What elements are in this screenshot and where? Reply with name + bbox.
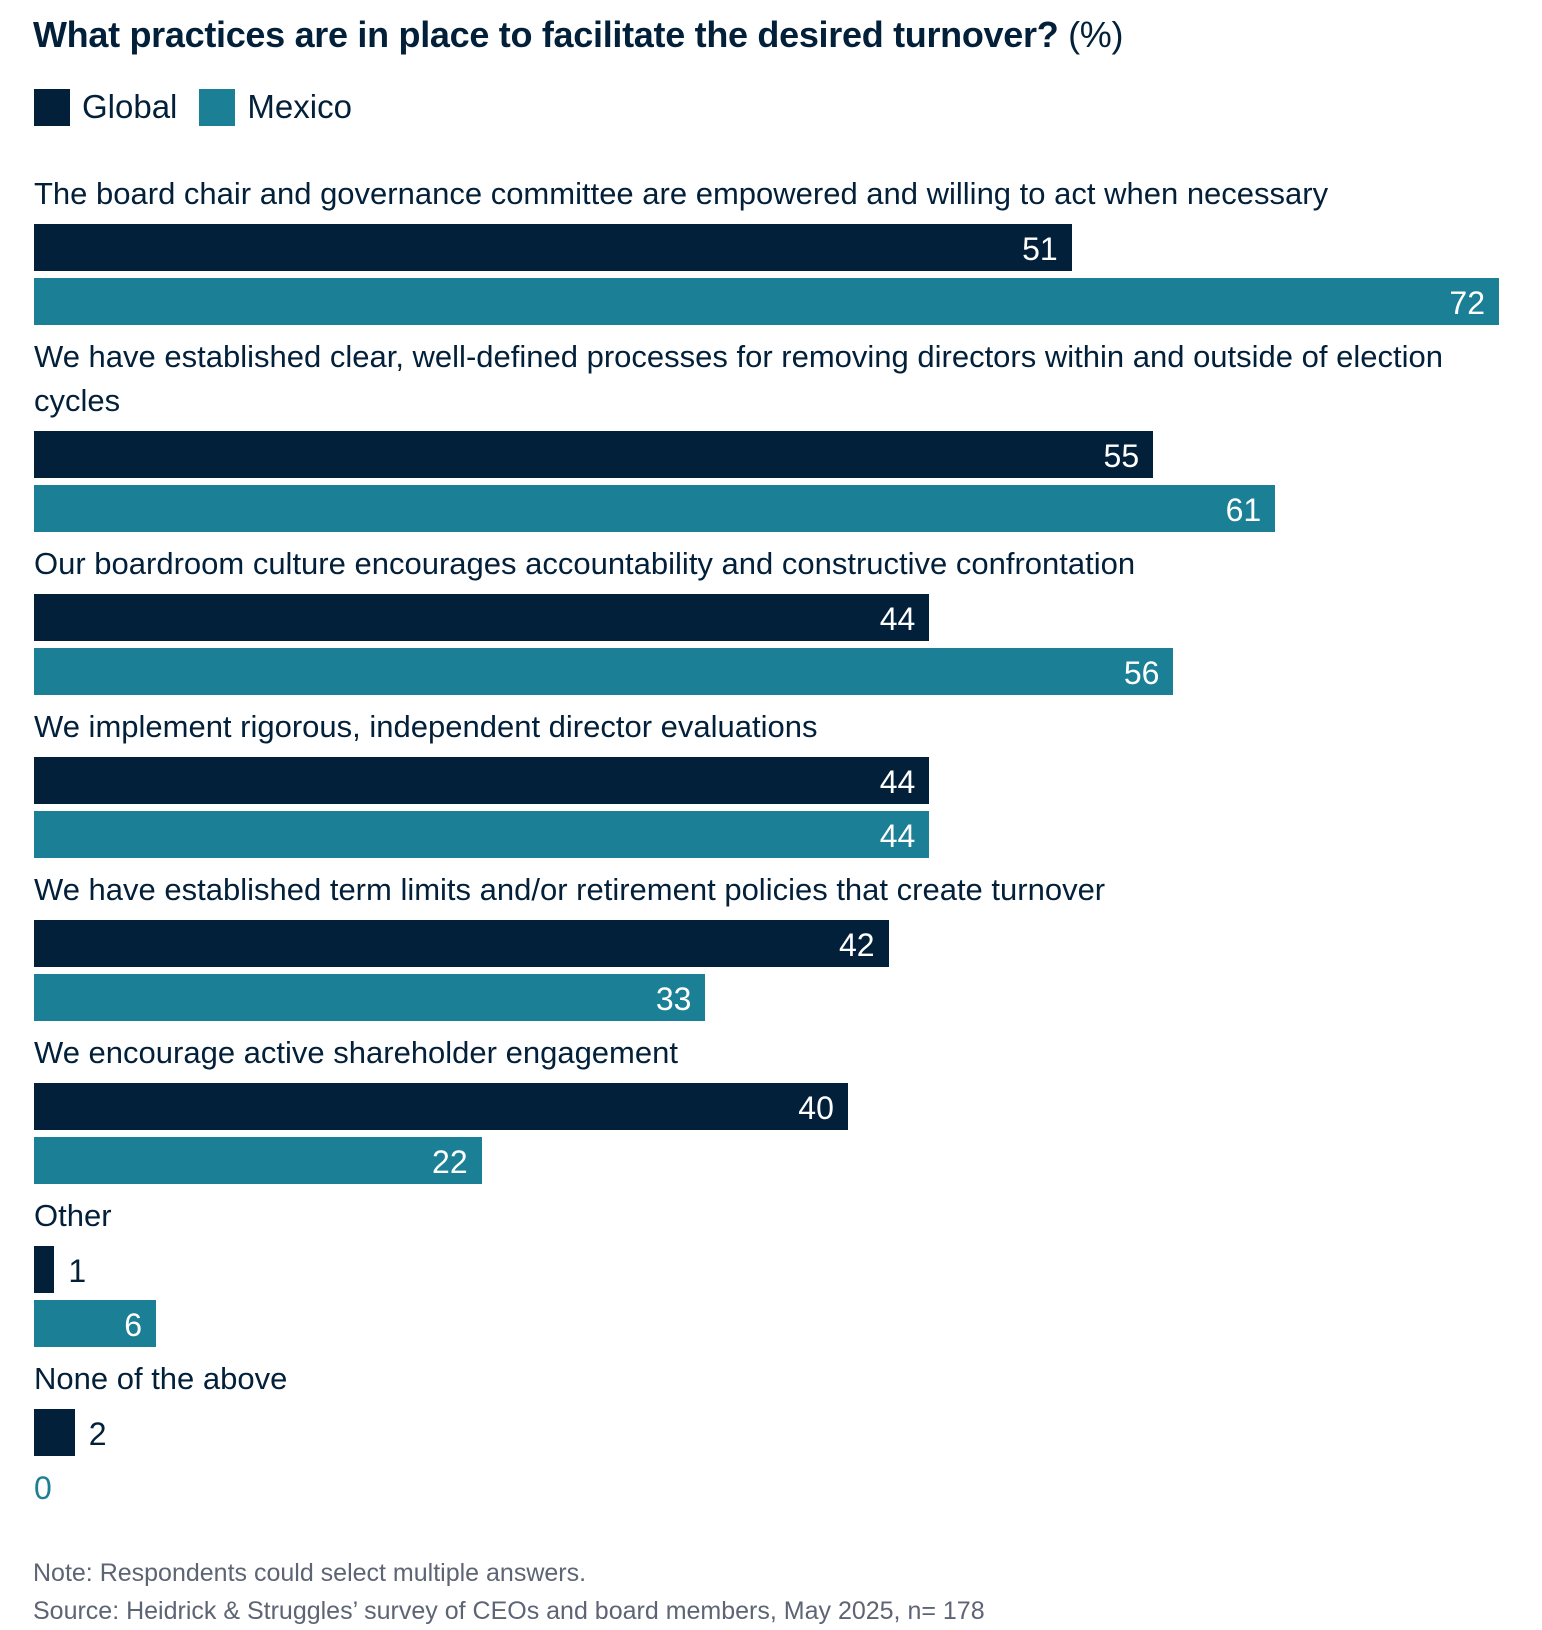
legend-swatch-mexico (199, 88, 236, 126)
bar-row-mexico: 72 (34, 278, 1524, 325)
bar-global (34, 920, 889, 967)
category-group: The board chair and governance committee… (34, 172, 1524, 325)
data-label-global: 40 (798, 1090, 834, 1126)
bar-row-global: 40 (34, 1083, 1524, 1130)
data-label-mexico: 72 (1449, 285, 1485, 321)
category-group: We implement rigorous, independent direc… (34, 705, 1524, 858)
legend: Global Mexico (34, 88, 374, 126)
data-label-global: 2 (88, 1416, 107, 1452)
bar-pair: 55 61 (34, 431, 1524, 532)
bar-global (34, 757, 930, 804)
bar-global (34, 431, 1154, 478)
bar-global (34, 1083, 848, 1130)
category-label: We have established clear, well-defined … (34, 339, 1443, 418)
footer-source: Source: Heidrick & Struggles’ survey of … (33, 1597, 985, 1625)
bar-global (34, 594, 930, 641)
legend-item-mexico: Mexico (199, 88, 352, 126)
bar-mexico (34, 1300, 157, 1347)
bar-mexico (34, 485, 1276, 532)
bar-pair: 40 22 (34, 1083, 1524, 1184)
bar-pair: 51 72 (34, 224, 1524, 325)
bar-mexico (34, 1137, 482, 1184)
legend-swatch-global (34, 88, 70, 126)
bar-row-mexico: 6 (34, 1300, 1524, 1347)
category-group: Our boardroom culture encourages account… (34, 542, 1524, 695)
bar-mexico (34, 648, 1174, 695)
data-label-mexico: 6 (124, 1307, 143, 1343)
bar-mexico (34, 811, 930, 858)
bar-row-global: 55 (34, 431, 1524, 478)
data-label-global: 55 (1103, 438, 1140, 474)
category-group: We encourage active shareholder engageme… (34, 1031, 1524, 1184)
bar-row-mexico: 61 (34, 485, 1524, 532)
bar-row-mexico: 22 (34, 1137, 1524, 1184)
category-label: The board chair and governance committee… (34, 176, 1329, 211)
bar-mexico (34, 278, 1499, 325)
footer: Note: Respondents could select multiple … (33, 1554, 985, 1630)
data-label-mexico: 44 (879, 818, 916, 854)
data-label-mexico: 56 (1123, 655, 1160, 691)
data-label-global: 42 (839, 927, 875, 963)
legend-label-global: Global (82, 88, 178, 125)
data-label-mexico: 0 (34, 1470, 52, 1506)
category-label: We have established term limits and/or r… (34, 872, 1106, 907)
bar-pair: 44 44 (34, 757, 1524, 858)
bar-row-global: 44 (34, 594, 1524, 641)
footer-note: Note: Respondents could select multiple … (33, 1559, 587, 1587)
bar-mexico (34, 974, 706, 1021)
category-label: None of the above (34, 1361, 288, 1396)
data-label-global: 1 (68, 1253, 87, 1289)
category-group: We have established term limits and/or r… (34, 868, 1524, 1021)
data-label-mexico: 22 (432, 1144, 468, 1180)
legend-item-global: Global (34, 88, 177, 126)
bar-chart: The board chair and governance committee… (34, 172, 1524, 1520)
bar-global (34, 1409, 75, 1456)
category-group: Other 1 6 (34, 1194, 1524, 1347)
bar-row-mexico: 44 (34, 811, 1524, 858)
bar-row-global: 2 (34, 1409, 1524, 1456)
bar-row-global: 42 (34, 920, 1524, 967)
title-text: What practices are in place to facilitat… (33, 14, 1059, 55)
bar-row-global: 51 (34, 224, 1524, 271)
data-label-mexico: 33 (655, 981, 692, 1017)
category-label: We encourage active shareholder engageme… (34, 1035, 678, 1070)
category-label: Our boardroom culture encourages account… (34, 546, 1136, 581)
data-label-global: 44 (879, 764, 916, 800)
data-label-mexico: 61 (1225, 492, 1262, 528)
title-unit: (%) (1068, 14, 1124, 55)
category-group: We have established clear, well-defined … (34, 335, 1524, 532)
legend-label-mexico: Mexico (247, 88, 352, 125)
category-label: Other (34, 1198, 112, 1233)
bar-global (34, 224, 1072, 271)
bar-row-global: 44 (34, 757, 1524, 804)
category-label: We implement rigorous, independent direc… (34, 709, 818, 744)
bar-row-mexico: 56 (34, 648, 1524, 695)
category-group: None of the above 2 0 (34, 1357, 1524, 1510)
bar-row-mexico: 0 (34, 1463, 1524, 1510)
bar-pair: 42 33 (34, 920, 1524, 1021)
chart-title: What practices are in place to facilitat… (33, 14, 1124, 56)
bar-pair: 44 56 (34, 594, 1524, 695)
data-label-global: 51 (1022, 231, 1058, 267)
bar-global (34, 1246, 55, 1293)
data-label-global: 44 (879, 601, 916, 637)
bar-row-global: 1 (34, 1246, 1524, 1293)
bar-row-mexico: 33 (34, 974, 1524, 1021)
